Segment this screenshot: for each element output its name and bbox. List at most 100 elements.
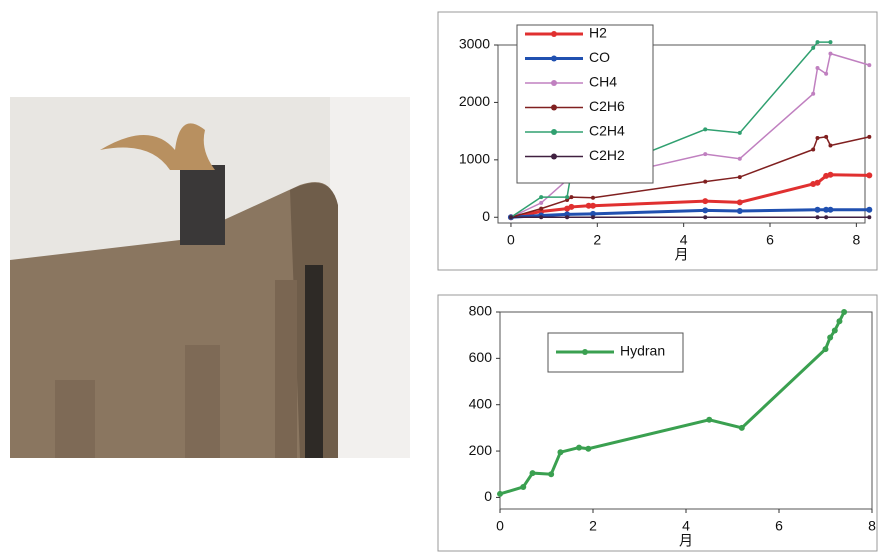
data-point bbox=[539, 215, 543, 219]
legend-marker bbox=[551, 154, 557, 160]
x-tick-label: 0 bbox=[496, 518, 504, 534]
data-point bbox=[816, 66, 820, 70]
legend-label: CH4 bbox=[589, 74, 617, 90]
y-tick-label: 0 bbox=[484, 488, 492, 504]
data-point bbox=[737, 199, 743, 205]
y-tick-label: 800 bbox=[469, 303, 493, 319]
data-point bbox=[590, 203, 596, 209]
legend-label: Hydran bbox=[620, 343, 665, 359]
data-point bbox=[565, 195, 569, 199]
data-point bbox=[591, 196, 595, 200]
y-tick-label: 2000 bbox=[459, 93, 490, 109]
data-point bbox=[867, 215, 871, 219]
data-point bbox=[836, 318, 842, 324]
data-point bbox=[841, 309, 847, 315]
x-axis-label: 月 bbox=[679, 533, 693, 549]
data-point bbox=[823, 346, 829, 352]
data-point bbox=[867, 135, 871, 139]
data-point bbox=[568, 204, 574, 210]
photo-strip bbox=[305, 265, 323, 458]
x-tick-label: 8 bbox=[852, 232, 860, 248]
data-point bbox=[738, 131, 742, 135]
legend-label: C2H4 bbox=[589, 123, 625, 139]
data-point bbox=[828, 52, 832, 56]
data-point bbox=[816, 215, 820, 219]
x-tick-label: 6 bbox=[775, 518, 783, 534]
legend-marker bbox=[582, 349, 588, 355]
data-point bbox=[703, 152, 707, 156]
photo bbox=[10, 97, 410, 458]
data-point bbox=[703, 180, 707, 184]
legend-marker bbox=[551, 31, 557, 37]
data-point bbox=[539, 207, 543, 211]
y-tick-label: 1000 bbox=[459, 151, 490, 167]
data-point bbox=[703, 127, 707, 131]
legend-label: CO bbox=[589, 49, 610, 65]
x-tick-label: 4 bbox=[680, 232, 688, 248]
y-tick-label: 3000 bbox=[459, 36, 490, 52]
data-point bbox=[828, 143, 832, 147]
page: 010002000300002468月H2COCH4C2H6C2H4C2H202… bbox=[0, 0, 878, 552]
data-point bbox=[576, 445, 582, 451]
y-tick-label: 0 bbox=[482, 208, 490, 224]
data-point bbox=[557, 449, 563, 455]
data-point bbox=[824, 135, 828, 139]
data-point bbox=[548, 471, 554, 477]
photo-curtain bbox=[330, 97, 410, 458]
data-point bbox=[706, 417, 712, 423]
photo-strip bbox=[185, 345, 220, 458]
data-point bbox=[703, 215, 707, 219]
x-tick-label: 0 bbox=[507, 232, 515, 248]
data-point bbox=[867, 63, 871, 67]
data-point bbox=[811, 148, 815, 152]
data-point bbox=[866, 172, 872, 178]
data-point bbox=[497, 491, 503, 497]
data-point bbox=[811, 92, 815, 96]
x-tick-label: 8 bbox=[868, 518, 876, 534]
x-tick-label: 2 bbox=[593, 232, 601, 248]
legend-marker bbox=[551, 129, 557, 135]
data-point bbox=[832, 328, 838, 334]
data-point bbox=[827, 207, 833, 213]
x-axis-label: 月 bbox=[675, 247, 689, 263]
data-point bbox=[828, 40, 832, 44]
data-point bbox=[509, 215, 513, 219]
data-point bbox=[738, 157, 742, 161]
y-tick-label: 400 bbox=[469, 395, 493, 411]
y-tick-label: 600 bbox=[469, 349, 493, 365]
y-tick-label: 200 bbox=[469, 442, 493, 458]
legend-label: H2 bbox=[589, 25, 607, 41]
data-point bbox=[866, 207, 872, 213]
photo-strip bbox=[275, 280, 297, 458]
data-point bbox=[520, 484, 526, 490]
data-point bbox=[539, 195, 543, 199]
legend-label: C2H6 bbox=[589, 98, 625, 114]
data-point bbox=[585, 446, 591, 452]
data-point bbox=[702, 198, 708, 204]
data-point bbox=[702, 207, 708, 213]
data-point bbox=[811, 46, 815, 50]
legend-marker bbox=[551, 56, 557, 62]
legend-marker bbox=[551, 80, 557, 86]
legend-label: C2H2 bbox=[589, 147, 625, 163]
x-tick-label: 4 bbox=[682, 518, 690, 534]
legend-box bbox=[517, 25, 653, 183]
data-point bbox=[824, 72, 828, 76]
data-point bbox=[737, 208, 743, 214]
data-point bbox=[591, 215, 595, 219]
legend-marker bbox=[551, 105, 557, 111]
data-point bbox=[739, 425, 745, 431]
data-point bbox=[816, 40, 820, 44]
photo-lead bbox=[180, 165, 225, 245]
data-point bbox=[530, 470, 536, 476]
data-point bbox=[824, 215, 828, 219]
data-point bbox=[815, 207, 821, 213]
photo-strip bbox=[55, 380, 95, 458]
data-point bbox=[539, 201, 543, 205]
x-tick-label: 6 bbox=[766, 232, 774, 248]
data-point bbox=[816, 136, 820, 140]
data-point bbox=[827, 172, 833, 178]
data-point bbox=[815, 180, 821, 186]
data-point bbox=[565, 215, 569, 219]
data-point bbox=[569, 195, 573, 199]
